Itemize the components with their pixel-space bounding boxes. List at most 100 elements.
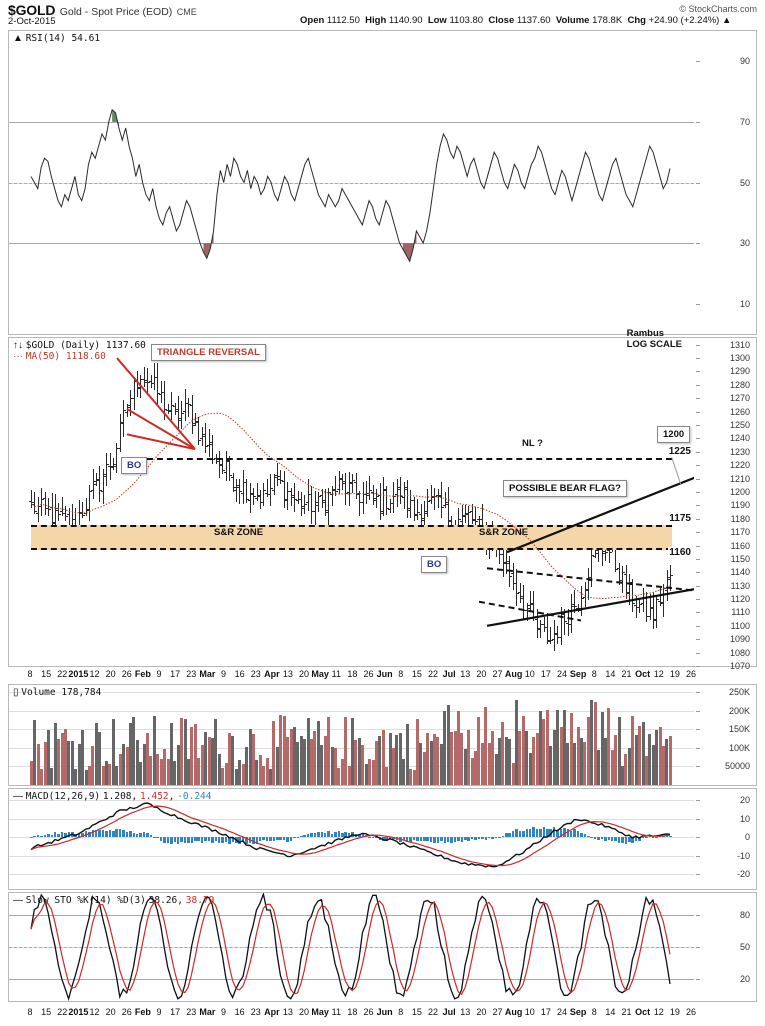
axis-tick	[696, 371, 700, 373]
price-open-tick	[257, 496, 260, 498]
macd-histogram-bar	[317, 832, 320, 838]
date-axis-label: 8	[591, 669, 597, 679]
date-axis-label: 20	[299, 669, 310, 679]
price-axis-label: 1150	[730, 553, 750, 564]
macd-histogram-bar	[207, 837, 211, 842]
volume-bar	[388, 732, 392, 785]
price-axis-label: 1180	[730, 513, 750, 524]
macd-histogram-bar	[624, 837, 628, 844]
macd-histogram-bar	[399, 837, 402, 843]
volume-gridline	[9, 692, 694, 694]
price-bar	[259, 490, 261, 509]
price-bar	[31, 489, 32, 508]
date-axis-label: 27	[492, 669, 503, 679]
price-open-tick	[422, 518, 424, 520]
date-axis-label: 17	[170, 669, 181, 679]
volume-bar	[477, 716, 481, 785]
volume-bar	[580, 737, 583, 785]
price-tag-1160: 1160	[668, 546, 692, 558]
macd-legend: — MACD(12,26,9) 1.208, 1.452, -0.244	[13, 791, 212, 802]
date-axis-label: 26	[363, 1007, 374, 1017]
date-axis-label: Oct	[635, 1007, 651, 1017]
volume-bar	[101, 766, 105, 785]
date-axis-label: 13	[282, 669, 293, 679]
price-open-tick	[374, 499, 377, 501]
price-bar	[54, 494, 56, 529]
date-axis-label: Mar	[199, 1007, 216, 1017]
volume-legend: ▯ Volume 178,784	[13, 687, 101, 698]
date-axis-label: 12	[653, 669, 664, 679]
date-axis-label: Feb	[134, 1007, 151, 1017]
price-open-tick	[87, 508, 90, 510]
price-open-tick	[572, 603, 575, 605]
volume-label: Volume	[555, 15, 590, 26]
price-open-tick	[56, 510, 59, 512]
quote-bar: Open 1112.50 High 1140.90 Low 1103.80 Cl…	[300, 15, 731, 26]
macd-histogram-bar	[474, 837, 477, 840]
date-axis-label: 21	[621, 669, 632, 679]
price-open-tick	[654, 619, 657, 621]
price-open-tick	[281, 481, 284, 482]
price-open-tick	[575, 607, 578, 609]
date-axis-label: Jun	[376, 669, 393, 679]
macd-histogram-bar	[494, 837, 498, 839]
price-bar	[622, 565, 624, 593]
volume-bar	[569, 712, 573, 785]
volume-bar	[33, 720, 37, 785]
macd-histogram-bar	[269, 837, 272, 841]
date-axis-label: 12	[89, 1007, 100, 1017]
macd-histogram-bar	[53, 832, 57, 838]
price-open-tick	[346, 492, 349, 494]
price-open-tick	[196, 420, 199, 422]
macd-histogram-bar	[43, 835, 47, 838]
macd-axis-label: 20	[739, 795, 750, 806]
macd-histogram-bar	[57, 833, 60, 838]
macd-histogram-bar	[101, 829, 105, 838]
price-open-tick	[514, 582, 517, 584]
price-bar	[516, 569, 518, 607]
macd-histogram-bar	[50, 835, 54, 838]
macd-histogram-bar	[64, 832, 67, 838]
macd-histogram-bar	[371, 837, 375, 838]
price-open-tick	[538, 628, 541, 630]
macd-histogram-bar	[156, 837, 159, 839]
volume-bar	[648, 733, 652, 785]
rsi-midline	[9, 182, 694, 184]
volume-bar	[197, 757, 201, 785]
macd-histogram-bar	[170, 837, 173, 844]
macd-value-3: -0.244	[177, 791, 212, 802]
volume-bar	[221, 768, 225, 785]
price-open-tick	[616, 568, 619, 570]
macd-histogram-bar	[135, 833, 139, 838]
price-bar	[136, 370, 138, 398]
price-bar	[335, 476, 337, 497]
price-close-tick	[671, 574, 673, 576]
macd-histogram-bar	[139, 833, 142, 838]
macd-histogram-bar	[556, 829, 559, 838]
axis-tick	[696, 947, 700, 948]
price-bar	[413, 496, 415, 521]
macd-panel: — MACD(12,26,9) 1.208, 1.452, -0.244 20 1…	[8, 788, 757, 890]
price-open-tick	[589, 577, 592, 579]
price-1200-callout: 1200	[657, 426, 691, 444]
price-bar	[311, 486, 313, 524]
price-open-tick	[292, 494, 295, 496]
volume-bar	[552, 729, 556, 785]
volume-bar	[272, 720, 276, 785]
macd-histogram-bar	[467, 837, 470, 842]
date-axis-label: 22	[57, 1007, 68, 1017]
price-open-tick	[384, 489, 387, 491]
axis-tick	[696, 344, 700, 346]
macd-histogram-bar	[129, 831, 132, 838]
macd-histogram-bar	[433, 837, 436, 843]
volume-bar	[480, 743, 484, 785]
volume-bar	[443, 711, 447, 785]
macd-histogram-bar	[115, 828, 118, 838]
macd-histogram-bar	[382, 837, 385, 841]
bar-chart-icon: ↑↓	[13, 340, 23, 351]
price-open-tick	[288, 490, 291, 492]
symbol-exchange: CME	[176, 7, 197, 17]
price-bar	[642, 587, 644, 612]
price-open-tick	[500, 554, 503, 556]
volume-bar	[501, 721, 505, 785]
